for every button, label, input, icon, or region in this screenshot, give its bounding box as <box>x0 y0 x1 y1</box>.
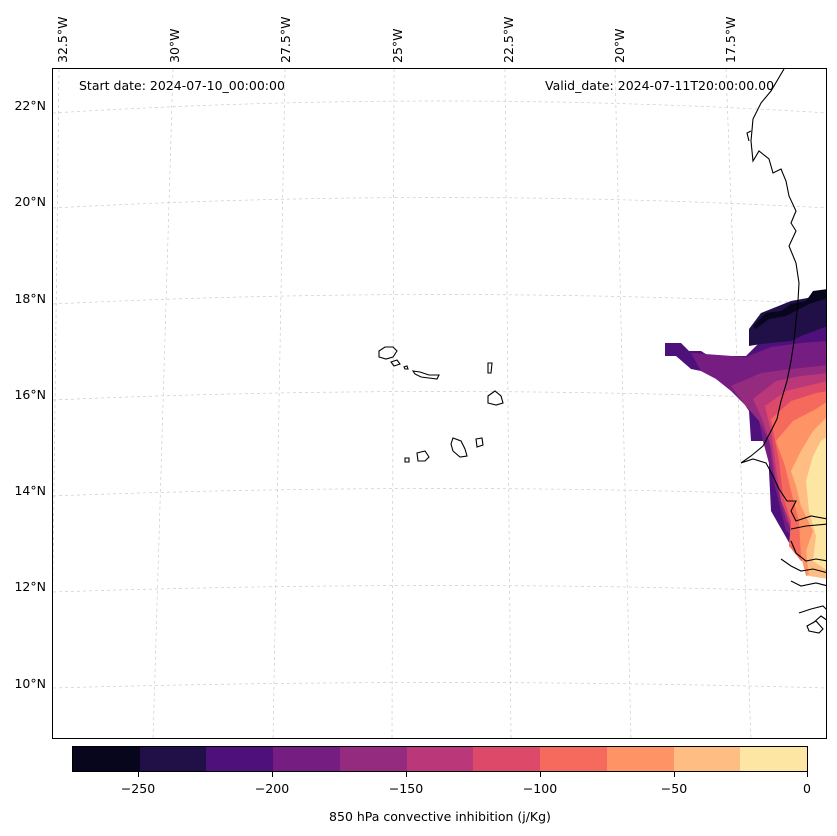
boa-vista-island <box>487 390 504 406</box>
start-date-text: Start date: 2024-07-10_00:00:00 <box>79 78 285 93</box>
guinea-bissau-coast <box>780 540 826 587</box>
lon-label-27-5w: 27.5°W <box>278 16 293 63</box>
colorbar-tick <box>138 772 139 777</box>
lon-label-22-5w: 22.5°W <box>501 16 516 63</box>
colorbar-tick <box>406 772 407 777</box>
maio-island <box>475 437 484 448</box>
colorbar-tick <box>674 772 675 777</box>
lat-label-16n: 16°N <box>14 387 46 402</box>
lon-label-17-5w: 17.5°W <box>723 16 738 63</box>
colorbar-segment-11 <box>740 747 808 771</box>
colorbar-label: −150 <box>388 781 424 796</box>
colorbar-tick <box>807 772 808 777</box>
colorbar-segment-6 <box>406 747 474 771</box>
valid-date-text: Valid_date: 2024-07-11T20:00:00.00 <box>545 78 775 93</box>
colorbar-segment-9 <box>606 747 674 771</box>
sao-vicente-island <box>390 359 401 367</box>
west-africa-coast <box>740 69 826 522</box>
graticule <box>53 69 826 738</box>
cin-field <box>665 289 826 579</box>
colorbar-title: 850 hPa convective inhibition (j/Kg) <box>329 809 551 824</box>
colorbar-label: −200 <box>254 781 290 796</box>
colorbar-segment-8 <box>540 747 607 771</box>
colorbar-tick <box>272 772 273 777</box>
lat-label-20n: 20°N <box>14 194 46 209</box>
lat-label-10n: 10°N <box>14 676 46 691</box>
river-mouth <box>746 130 752 142</box>
colorbar-segment-3 <box>206 747 274 771</box>
sal-island <box>487 362 493 374</box>
lat-label-18n: 18°N <box>14 291 46 306</box>
santo-antao-island <box>378 346 398 360</box>
santiago-island <box>450 437 468 458</box>
cin-band--250 <box>749 291 826 346</box>
brava-island <box>404 457 410 463</box>
map-panel[interactable] <box>52 68 827 739</box>
colorbar-segment-2 <box>139 747 207 771</box>
lat-label-12n: 12°N <box>14 579 46 594</box>
cin-band--275 <box>753 289 826 329</box>
colorbar-tick <box>540 772 541 777</box>
lon-label-32-5w: 32.5°W <box>55 16 70 63</box>
colorbar-label: −50 <box>660 781 688 796</box>
cape-verde-islands <box>378 346 504 463</box>
cin-band--25 <box>806 437 826 570</box>
colorbar-segment-7 <box>473 747 541 771</box>
sao-nicolau-island <box>411 370 440 380</box>
lat-label-22n: 22°N <box>14 98 46 113</box>
fogo-island <box>416 450 430 462</box>
colorbar-segment-5 <box>339 747 407 771</box>
gambia-coast <box>790 523 826 530</box>
coastlines <box>740 69 826 634</box>
colorbar <box>72 746 808 772</box>
lon-label-20w: 20°W <box>612 28 627 63</box>
colorbar-label: 0 <box>803 781 811 796</box>
map-canvas <box>53 69 826 738</box>
lat-label-14n: 14°N <box>14 483 46 498</box>
colorbar-segment-4 <box>273 747 340 771</box>
colorbar-segment-1 <box>73 747 140 771</box>
santa-luzia-island <box>403 365 409 370</box>
guinea-coast <box>798 605 826 634</box>
colorbar-label: −100 <box>522 781 558 796</box>
colorbar-label: −250 <box>120 781 156 796</box>
colorbar-segment-10 <box>673 747 741 771</box>
lon-label-30w: 30°W <box>167 28 182 63</box>
lon-label-25w: 25°W <box>390 28 405 63</box>
